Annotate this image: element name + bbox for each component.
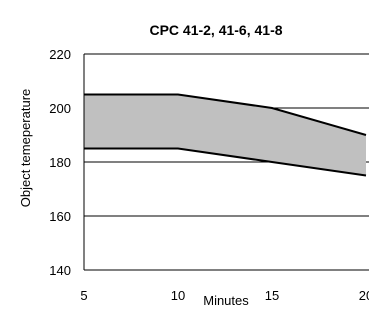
chart-title: CPC 41-2, 41-6, 41-8	[149, 22, 282, 38]
y-tick-label-160: 160	[49, 209, 71, 224]
x-tick-label-20: 20	[359, 288, 369, 303]
x-tick-label-15: 15	[265, 288, 279, 303]
y-tick-label-200: 200	[49, 101, 71, 116]
y-tick-label-220: 220	[49, 47, 71, 62]
y-tick-label-140: 140	[49, 263, 71, 278]
x-tick-label-10: 10	[171, 288, 185, 303]
lower-bound-line	[84, 147, 367, 177]
range-band	[83, 93, 367, 177]
x-axis-label: Minutes	[203, 293, 249, 308]
range-band-fill	[84, 94, 366, 176]
tick-labels: 140 160 180 200 220 5 10 15 20	[49, 47, 369, 303]
y-tick-label-180: 180	[49, 155, 71, 170]
x-tick-label-5: 5	[80, 288, 87, 303]
upper-bound-line	[84, 93, 367, 136]
y-axis-label: Object temeperature	[18, 89, 33, 208]
